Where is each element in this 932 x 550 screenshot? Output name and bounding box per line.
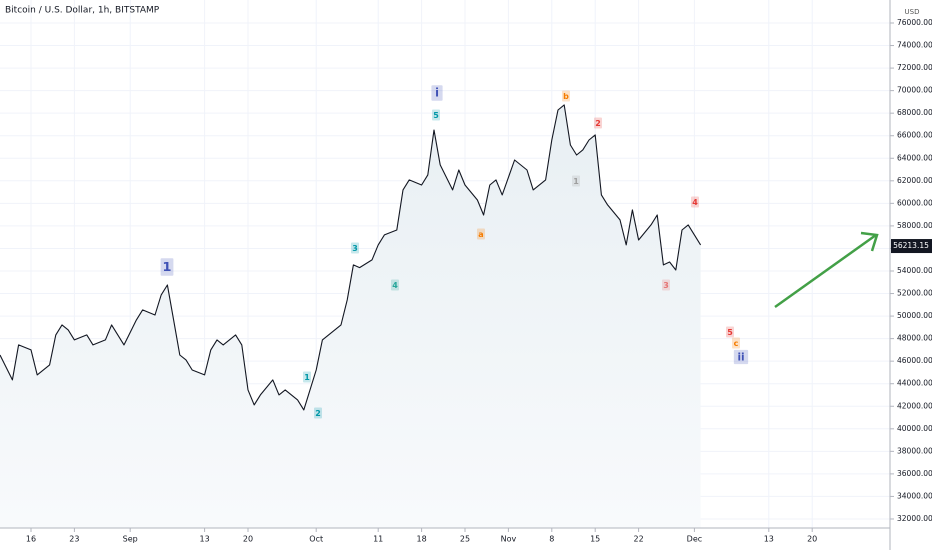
x-tick-label: 11	[373, 535, 383, 544]
y-tick-label: 40000.00	[897, 424, 932, 433]
x-tick-label: 22	[634, 535, 644, 544]
x-tick-label: Nov	[501, 535, 517, 544]
wave-label-bg	[477, 228, 485, 240]
wave-label-bg	[733, 349, 749, 365]
wave-label-bg	[160, 258, 174, 276]
x-tick-label: 23	[69, 535, 79, 544]
y-tick-label: 72000.00	[897, 63, 932, 72]
y-axis-title: USD	[905, 8, 920, 16]
y-tick-label: 50000.00	[897, 311, 932, 320]
wave-label: ii	[737, 352, 744, 364]
price-line	[0, 104, 702, 411]
wave-label-bg	[432, 109, 440, 121]
x-tick-label: Sep	[123, 535, 138, 544]
wave-label-bg	[572, 175, 580, 187]
y-tick-label: 52000.00	[897, 289, 932, 298]
wave-label-bg	[732, 337, 740, 349]
last-price-box	[891, 239, 932, 254]
y-tick-label: 44000.00	[897, 379, 932, 388]
x-tick-label: 13	[200, 535, 210, 544]
wave-label: 1	[163, 260, 172, 275]
wave-label: 5	[727, 328, 733, 337]
wave-label: 3	[352, 244, 358, 253]
trend-arrow	[774, 233, 877, 309]
wave-label: 4	[392, 281, 398, 290]
last-price-label: 56213.15	[893, 241, 929, 250]
trend-arrow-head	[860, 231, 879, 252]
wave-label: 1	[573, 177, 579, 186]
x-tick-label: 13	[764, 535, 774, 544]
y-tick-label: 46000.00	[897, 356, 932, 365]
wave-label: 4	[692, 198, 698, 207]
y-tick-label: 62000.00	[897, 176, 932, 185]
y-tick-label: 74000.00	[897, 41, 932, 50]
wave-label: c	[734, 339, 739, 348]
wave-label-bg	[691, 196, 699, 208]
wave-label-bg	[594, 117, 602, 129]
x-tick-label: 20	[807, 535, 817, 544]
x-tick-label: 8	[549, 535, 554, 544]
y-tick-label: 76000.00	[897, 18, 932, 27]
y-tick-label: 48000.00	[897, 334, 932, 343]
wave-label-bg	[562, 90, 570, 102]
wave-label: 3	[663, 281, 669, 290]
wave-label: i	[435, 87, 439, 100]
y-tick-label: 34000.00	[897, 491, 932, 500]
wave-label-bg	[726, 326, 734, 338]
x-tick-label: 25	[460, 535, 470, 544]
y-tick-label: 32000.00	[897, 514, 932, 523]
y-tick-label: 54000.00	[897, 266, 932, 275]
wave-label-bg	[391, 279, 399, 291]
chart-title: Bitcoin / U.S. Dollar, 1h, BITSTAMP	[5, 6, 160, 16]
y-tick-label: 68000.00	[897, 108, 932, 117]
wave-label-bg	[351, 242, 359, 254]
wave-label: b	[563, 92, 569, 101]
x-tick-label: 16	[26, 535, 36, 544]
wave-label-bg	[303, 371, 311, 383]
wave-label: 5	[433, 111, 439, 120]
y-tick-label: 58000.00	[897, 221, 932, 230]
y-tick-label: 38000.00	[897, 446, 932, 455]
wave-label: 2	[315, 409, 321, 418]
wave-label-bg	[662, 279, 670, 291]
y-tick-label: 64000.00	[897, 153, 932, 162]
y-tick-label: 36000.00	[897, 469, 932, 478]
x-tick-label: Dec	[687, 535, 702, 544]
wave-label: 2	[595, 119, 601, 128]
wave-label: a	[478, 230, 483, 239]
y-tick-label: 60000.00	[897, 198, 932, 207]
y-tick-label: 42000.00	[897, 401, 932, 410]
x-tick-label: 15	[590, 535, 600, 544]
x-tick-label: 18	[417, 535, 427, 544]
area	[0, 104, 701, 529]
y-tick-label: 70000.00	[897, 86, 932, 95]
x-tick-label: Oct	[309, 535, 323, 544]
x-tick-label: 20	[243, 535, 253, 544]
wave-label-bg	[314, 407, 322, 419]
wave-label-bg	[431, 85, 443, 101]
wave-label: 1	[304, 373, 310, 382]
y-tick-label: 66000.00	[897, 131, 932, 140]
